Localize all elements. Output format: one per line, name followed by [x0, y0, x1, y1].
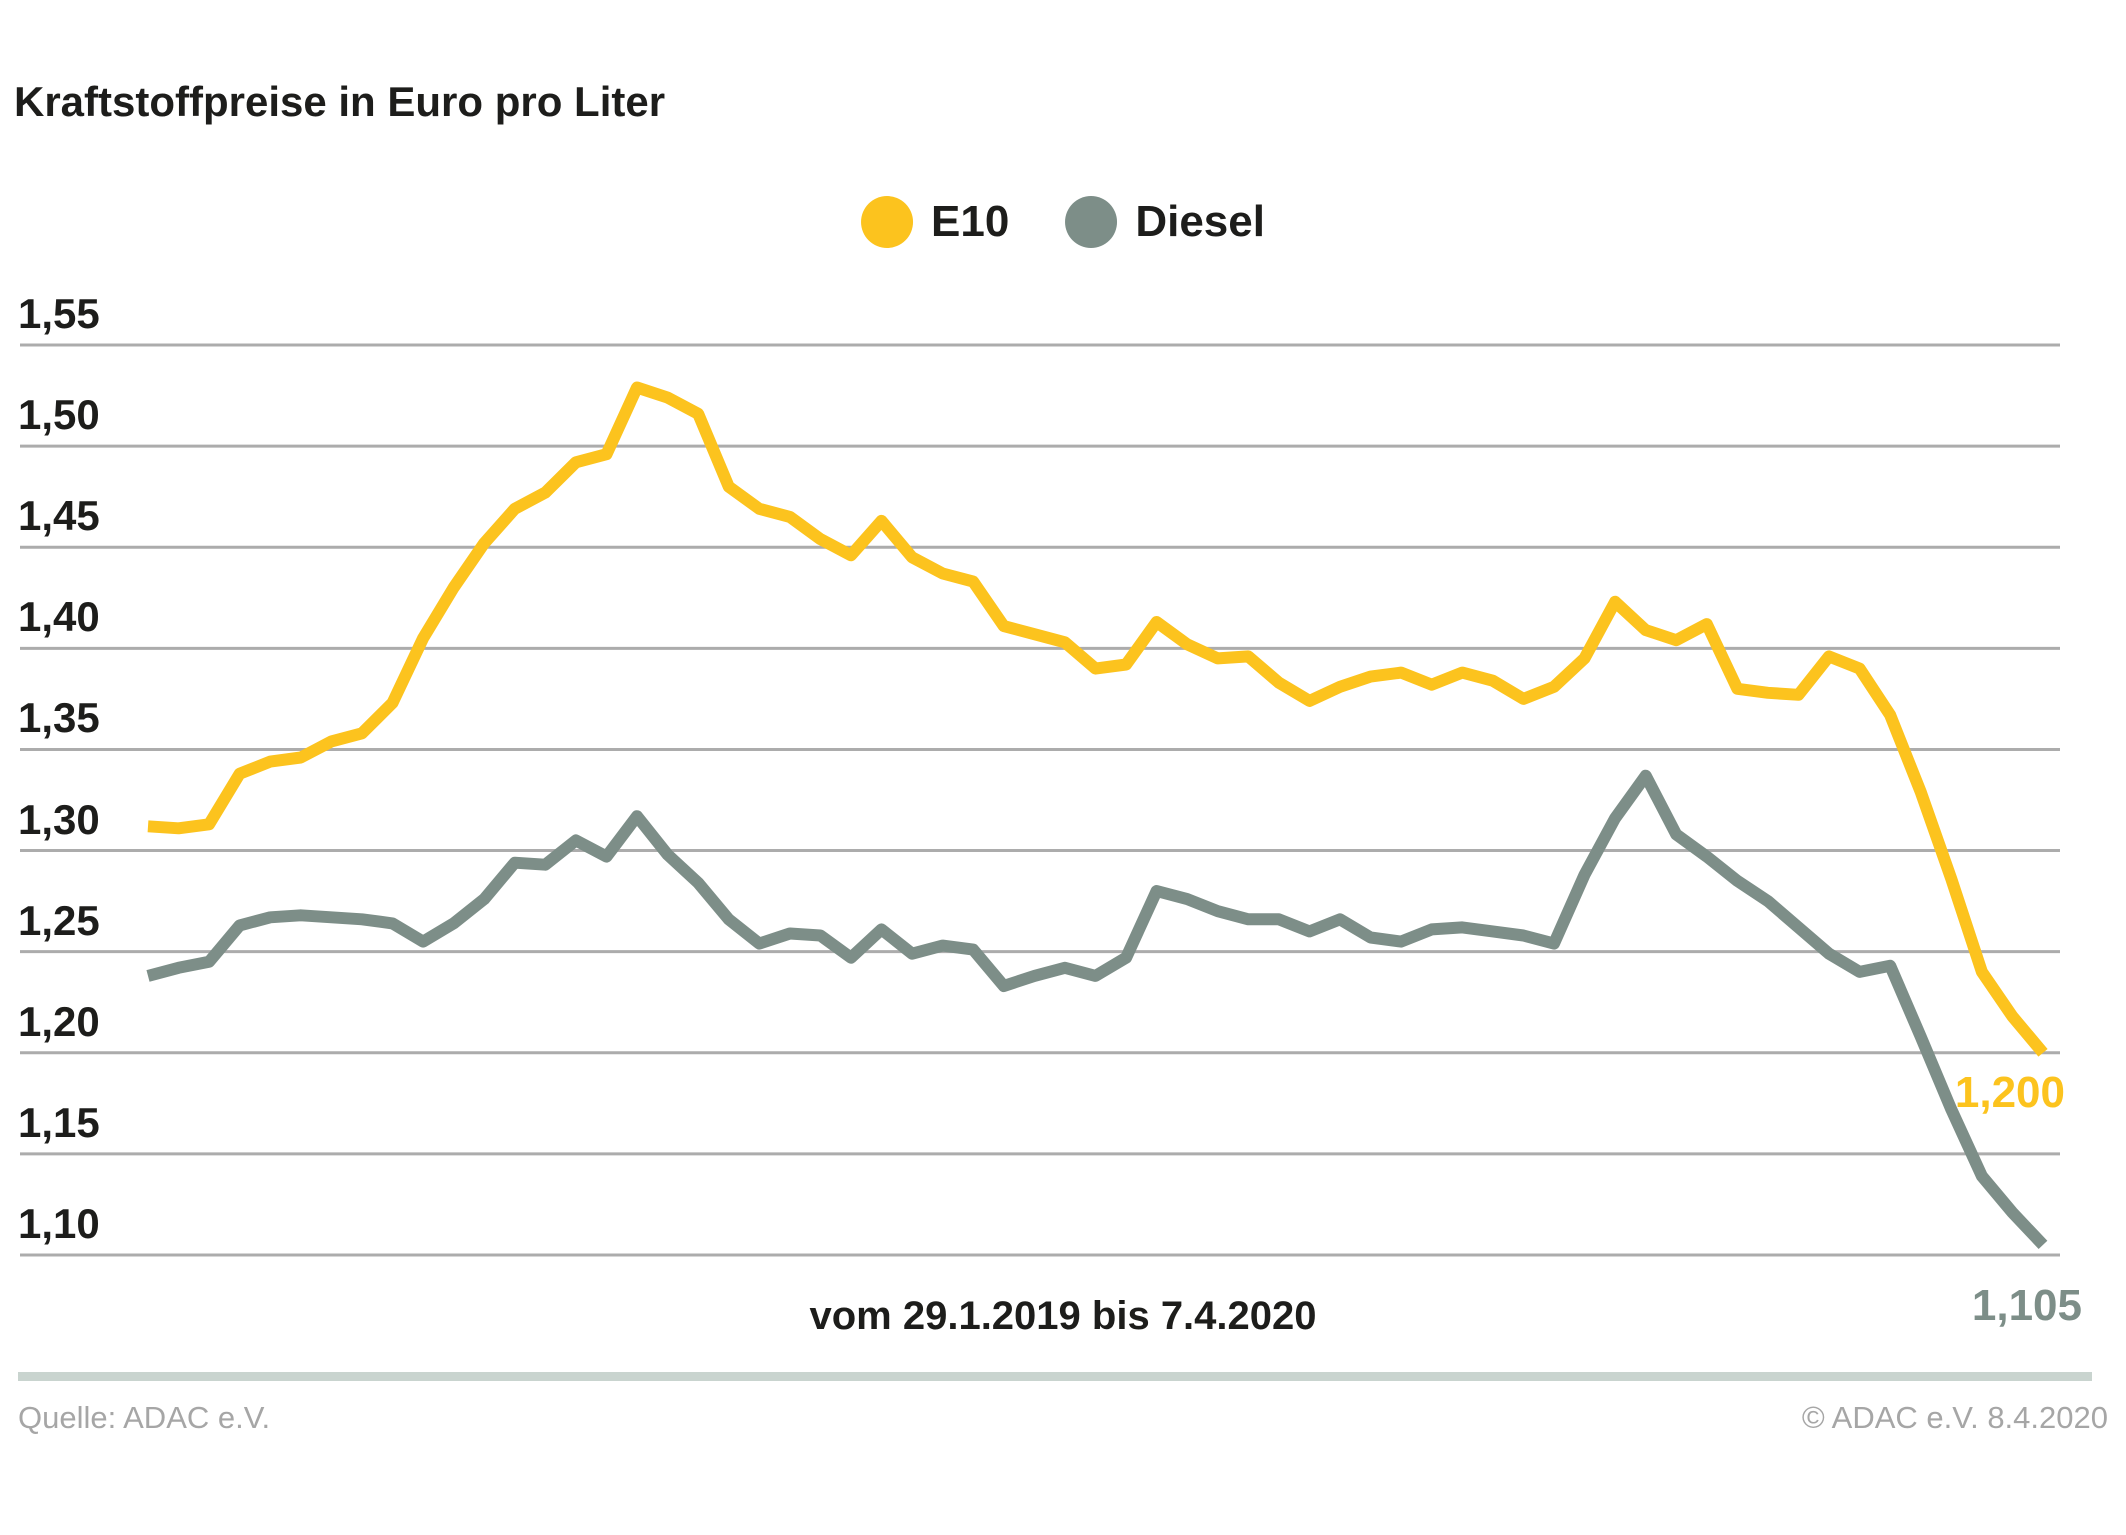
diesel-line — [146, 769, 2048, 1250]
legend-label-e10: E10 — [931, 197, 1010, 246]
y-axis-label: 1,40 — [18, 593, 100, 641]
gridlines — [20, 343, 2060, 1257]
y-axis-label: 1,20 — [18, 997, 100, 1045]
x-axis-caption: vom 29.1.2019 bis 7.4.2020 — [809, 1294, 1317, 1338]
copyright-label: © ADAC e.V. 8.4.2020 — [1801, 1400, 2108, 1435]
y-axis-label: 1,45 — [18, 492, 100, 540]
y-axis-label: 1,30 — [18, 795, 100, 843]
legend-item-diesel: Diesel — [1065, 196, 1265, 248]
chart-title: Kraftstoffpreise in Euro pro Liter — [14, 78, 666, 125]
diesel-end-value-label: 1,105 — [1971, 1281, 2082, 1330]
source-label: Quelle: ADAC e.V. — [18, 1400, 271, 1435]
legend-item-e10: E10 — [861, 196, 1009, 248]
e10-dot-icon — [861, 196, 914, 248]
e10-line — [147, 381, 2048, 1057]
y-axis-label: 1,35 — [18, 694, 100, 742]
legend: E10 Diesel — [861, 196, 1265, 248]
legend-label-diesel: Diesel — [1135, 197, 1265, 246]
y-axis-label: 1,55 — [18, 290, 100, 337]
footer-divider — [18, 1372, 2092, 1381]
e10-end-value-label: 1,200 — [1954, 1068, 2065, 1117]
y-axis-label: 1,10 — [18, 1200, 100, 1247]
y-axis-label: 1,50 — [18, 391, 100, 439]
y-axis-label: 1,15 — [18, 1098, 100, 1146]
diesel-dot-icon — [1065, 196, 1118, 248]
y-axis-label: 1,25 — [18, 896, 100, 944]
